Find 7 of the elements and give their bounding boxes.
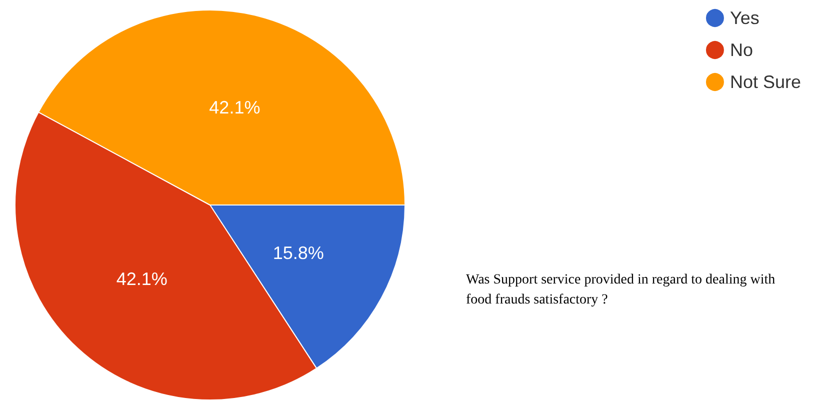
data-label: 42.1% bbox=[209, 98, 260, 118]
legend-label: Not Sure bbox=[730, 72, 802, 92]
data-label: 15.8% bbox=[272, 242, 324, 263]
data-label: 42.1% bbox=[116, 268, 168, 289]
legend-label: Yes bbox=[730, 8, 760, 28]
text: Was Support service provided in regard to dealing with food frauds satisfactory ? bbox=[466, 272, 779, 308]
legend-label: No bbox=[730, 40, 753, 60]
